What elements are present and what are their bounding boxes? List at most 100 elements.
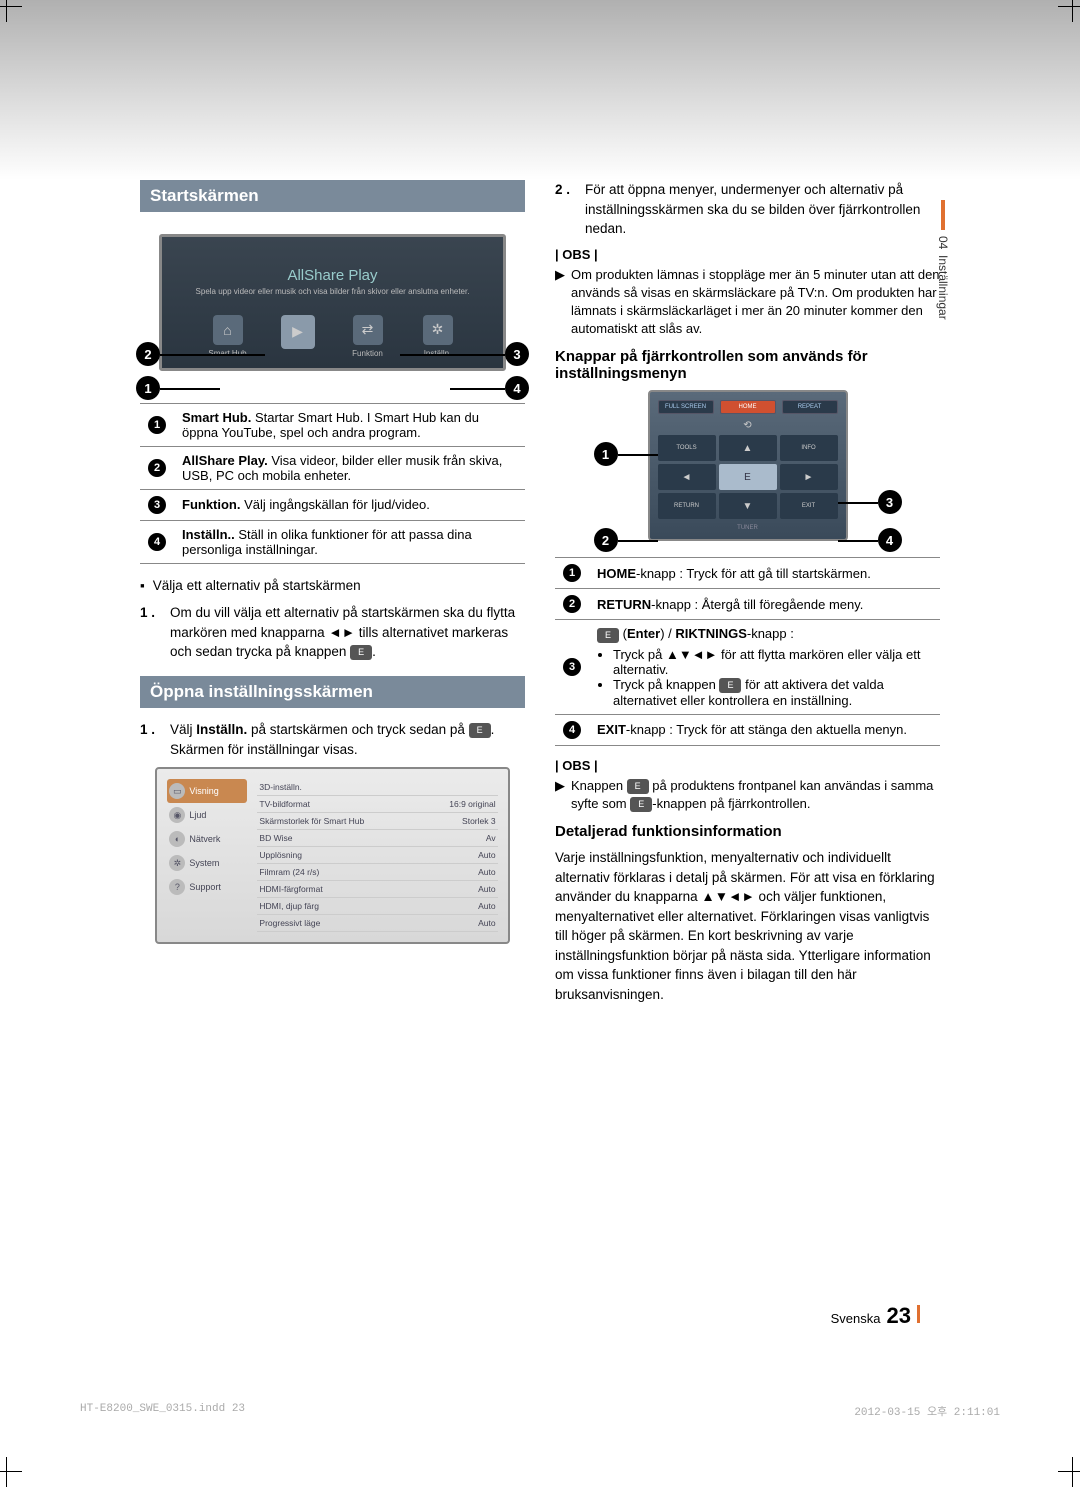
- enter-key-icon: E: [630, 797, 652, 812]
- desc-cell: HOME-knapp : Tryck för att gå till start…: [589, 558, 940, 589]
- settings-side-icon: ◐: [169, 831, 185, 847]
- tv-icon-smarthub: ⌂ Smart Hub: [203, 315, 253, 358]
- desc-cell: E (Enter) / RIKTNINGS-knapp : Tryck på ▲…: [589, 620, 940, 714]
- tv-icon-settings: ✲ Inställn.: [413, 315, 463, 358]
- top-gradient: [0, 0, 1080, 180]
- tv-screenshot: AllShare Play Spela upp videor eller mus…: [159, 234, 506, 371]
- remote-subhead: Knappar på fjärrkontrollen som används f…: [555, 348, 940, 382]
- left-column: Startskärmen AllShare Play Spela upp vid…: [140, 180, 525, 1012]
- callout-2: 2: [136, 342, 160, 366]
- settings-row: UpplösningAuto: [257, 847, 497, 864]
- callout-r3: 3: [878, 490, 902, 514]
- step-text: För att öppna menyer, undermenyer och al…: [585, 180, 940, 239]
- start-screen-desc-table: 1 Smart Hub. Startar Smart Hub. I Smart …: [140, 403, 525, 564]
- desc-cell: Funktion. Välj ingångskällan för ljud/vi…: [174, 489, 525, 520]
- obs-text: Knappen E på produktens frontpanel kan a…: [571, 777, 940, 813]
- page-footer: Svenska 23: [831, 1303, 920, 1329]
- tv-icon-function: ⇄ Funktion: [343, 315, 393, 358]
- callout-3: 3: [505, 342, 529, 366]
- settings-row: Skärmstorlek för Smart HubStorlek 3: [257, 813, 497, 830]
- remote-home: HOME: [720, 400, 776, 414]
- print-marks: HT-E8200_SWE_0315.indd 23 2012-03-15 오후 …: [80, 1403, 1000, 1419]
- num-badge: 1: [148, 416, 166, 434]
- desc-cell: Inställn.. Ställ in olika funktioner för…: [174, 520, 525, 563]
- callout-r1: 1: [594, 442, 618, 466]
- footer-lang: Svenska: [831, 1311, 881, 1326]
- enter-key-icon: E: [719, 678, 741, 693]
- tv-icon-allshare: ▶: [273, 315, 323, 358]
- settings-row: HDMI, djup färgAuto: [257, 898, 497, 915]
- num-badge: 4: [148, 533, 166, 551]
- settings-side-item: ✲System: [167, 851, 247, 875]
- tv-subtitle: Spela upp videor eller musik och visa bi…: [172, 288, 493, 297]
- num-badge: 3: [148, 496, 166, 514]
- desc-cell: Smart Hub. Startar Smart Hub. I Smart Hu…: [174, 403, 525, 446]
- settings-row: TV-bildformat16:9 original: [257, 796, 497, 813]
- remote-diagram: FULL SCREEN HOME REPEAT ⟲ TOOLS ▲ INFO ◄…: [648, 390, 848, 541]
- enter-key-icon: E: [597, 628, 619, 643]
- settings-side-item: ◉Ljud: [167, 803, 247, 827]
- settings-screenshot: ▭Visning◉Ljud◐Nätverk✲System?Support 3D-…: [155, 767, 509, 944]
- num-badge: 2: [148, 459, 166, 477]
- settings-side-icon: ◉: [169, 807, 185, 823]
- remote-right: ►: [780, 464, 838, 490]
- settings-row: Progressivt lägeAuto: [257, 915, 497, 932]
- desc-cell: EXIT-knapp : Tryck för att stänga den ak…: [589, 714, 940, 745]
- tv-title: AllShare Play: [172, 267, 493, 284]
- settings-side-item: ◐Nätverk: [167, 827, 247, 851]
- obs-label: | OBS |: [555, 247, 940, 262]
- num-badge: 4: [563, 721, 581, 739]
- obs-label: | OBS |: [555, 758, 940, 773]
- settings-side-icon: ▭: [169, 783, 185, 799]
- enter-key-icon: E: [627, 779, 649, 794]
- remote-desc-table: 1 HOME-knapp : Tryck för att gå till sta…: [555, 557, 940, 745]
- remote-repeat: REPEAT: [782, 400, 838, 414]
- print-file: HT-E8200_SWE_0315.indd 23: [80, 1403, 245, 1419]
- step-number: 1 .: [140, 603, 162, 662]
- num-badge: 3: [563, 658, 581, 676]
- footer-page: 23: [887, 1303, 911, 1329]
- obs-text: Om produkten lämnas i stoppläge mer än 5…: [571, 266, 940, 339]
- settings-side-icon: ✲: [169, 855, 185, 871]
- remote-down: ▼: [719, 493, 777, 519]
- enter-key-icon: E: [469, 723, 491, 738]
- settings-row: HDMI-färgformatAuto: [257, 881, 497, 898]
- print-timestamp: 2012-03-15 오후 2:11:01: [854, 1403, 1000, 1419]
- callout-r4: 4: [878, 528, 902, 552]
- function-icon: ⇄: [353, 315, 383, 345]
- remote-fullscreen: FULL SCREEN: [658, 400, 714, 414]
- settings-side-item: ?Support: [167, 875, 247, 899]
- num-badge: 2: [563, 595, 581, 613]
- step-number: 2 .: [555, 180, 577, 239]
- callout-4: 4: [505, 376, 529, 400]
- arrow-icon: ▶: [555, 266, 565, 339]
- remote-tools: TOOLS: [658, 435, 716, 461]
- remote-info: INFO: [780, 435, 838, 461]
- step2-text: Välj Inställn. på startskärmen och tryck…: [170, 720, 525, 759]
- settings-side-icon: ?: [169, 879, 185, 895]
- gear-icon: ✲: [423, 315, 453, 345]
- detail-subhead: Detaljerad funktionsinformation: [555, 823, 940, 840]
- remote-back-icon: ⟲: [658, 420, 838, 431]
- section-header-settings: Öppna inställningsskärmen: [140, 676, 525, 708]
- arrow-icon: ▶: [555, 777, 565, 813]
- remote-exit: EXIT: [780, 493, 838, 519]
- play-icon: ▶: [281, 315, 315, 349]
- square-bullet-icon: ▪: [140, 576, 145, 596]
- bullet-text: Välja ett alternativ på startskärmen: [153, 576, 361, 596]
- detail-text: Varje inställningsfunktion, menyalternat…: [555, 848, 940, 1005]
- settings-row: BD WiseAv: [257, 830, 497, 847]
- desc-cell: AllShare Play. Visa videor, bilder eller…: [174, 446, 525, 489]
- callout-1: 1: [136, 376, 160, 400]
- remote-return: RETURN: [658, 493, 716, 519]
- smarthub-icon: ⌂: [213, 315, 243, 345]
- settings-side-item: ▭Visning: [167, 779, 247, 803]
- step1-text: Om du vill välja ett alternativ på start…: [170, 603, 525, 662]
- num-badge: 1: [563, 564, 581, 582]
- remote-enter: E: [719, 464, 777, 490]
- settings-row: 3D-inställn.: [257, 779, 497, 796]
- remote-tuner: TUNER: [658, 525, 838, 531]
- callout-r2: 2: [594, 528, 618, 552]
- enter-key-icon: E: [350, 645, 372, 660]
- step-number: 1 .: [140, 720, 162, 759]
